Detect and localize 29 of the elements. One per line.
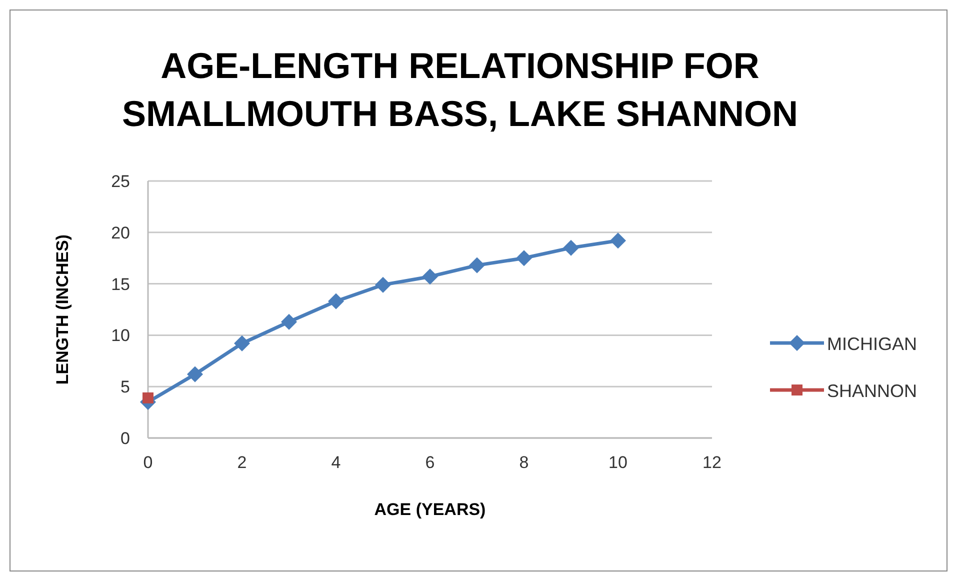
x-tick-label: 8 xyxy=(519,453,529,472)
y-tick-label: 10 xyxy=(111,326,130,346)
x-tick-label: 10 xyxy=(608,453,628,472)
point xyxy=(516,250,532,266)
point xyxy=(187,366,203,382)
x-tick-label: 0 xyxy=(143,453,153,472)
legend-label: SHANNON xyxy=(827,381,918,401)
y-axis-title: LENGTH (INCHES) xyxy=(53,234,72,385)
point xyxy=(610,232,626,249)
y-tick-label: 5 xyxy=(120,378,130,397)
x-axis-title: AGE (YEARS) xyxy=(374,500,486,519)
y-tick-label: 0 xyxy=(120,429,130,448)
point xyxy=(328,293,344,310)
point xyxy=(234,335,250,352)
point xyxy=(375,276,391,293)
x-tick-label: 2 xyxy=(237,453,247,472)
x-tick-label: 12 xyxy=(702,453,722,472)
point xyxy=(281,314,297,330)
x-tick-label: 6 xyxy=(425,453,435,472)
y-tick-label: 15 xyxy=(111,274,130,294)
point xyxy=(142,392,154,404)
point xyxy=(563,240,579,256)
chart-title: AGE-LENGTH RELATIONSHIP FOR SMALLMOUTH BASS, LAKE SHANNON xyxy=(122,45,798,134)
legend-label: MICHIGAN xyxy=(827,334,917,354)
y-tick-label: 25 xyxy=(111,172,130,191)
x-tick-label: 4 xyxy=(331,453,341,472)
y-tick-label: 20 xyxy=(111,223,130,242)
point xyxy=(422,268,438,285)
point xyxy=(469,257,485,274)
